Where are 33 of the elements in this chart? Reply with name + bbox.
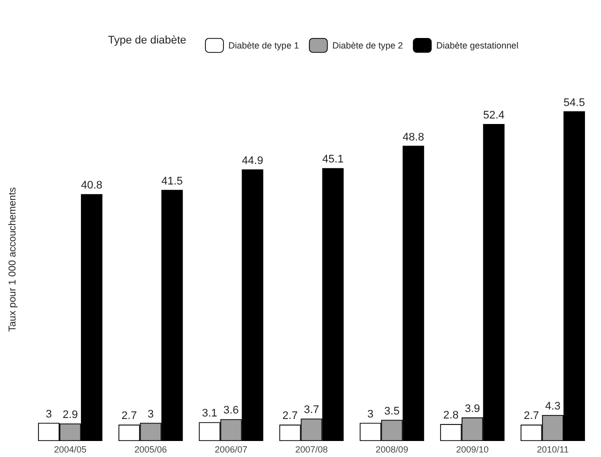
data-label: 3.9 bbox=[464, 402, 480, 415]
data-label: 3.6 bbox=[223, 404, 239, 417]
data-label: 44.9 bbox=[242, 154, 264, 167]
data-label: 3.1 bbox=[202, 408, 218, 420]
x-tick-label: 2008/09 bbox=[376, 444, 408, 454]
data-label: 3 bbox=[148, 408, 154, 420]
x-tick-label: 2010/11 bbox=[536, 444, 569, 454]
data-label: 3 bbox=[367, 408, 374, 420]
data-label: 2.7 bbox=[122, 410, 137, 422]
data-label: 48.8 bbox=[402, 131, 424, 144]
data-label: 41.5 bbox=[161, 175, 183, 188]
x-tick-label: 2009/10 bbox=[456, 444, 489, 454]
data-label: 3.5 bbox=[384, 405, 400, 418]
data-label: 2.8 bbox=[443, 410, 459, 422]
legend-label: Diabète de type 2 bbox=[332, 40, 403, 50]
legend-title: Type de diabète bbox=[108, 34, 186, 46]
legend-label: Diabète gestationnel bbox=[436, 40, 518, 50]
data-label: 54.5 bbox=[564, 96, 585, 109]
x-tick-label: 2004/05 bbox=[54, 444, 86, 454]
data-label: 2.9 bbox=[62, 408, 78, 421]
x-tick-label: 2007/08 bbox=[295, 444, 328, 454]
data-label: 52.4 bbox=[483, 109, 505, 122]
x-tick-label: 2005/06 bbox=[134, 444, 167, 454]
data-label: 4.3 bbox=[545, 400, 560, 412]
data-label: 40.8 bbox=[80, 180, 102, 192]
data-label: 3.7 bbox=[304, 404, 320, 416]
x-tick-label: 2006/07 bbox=[214, 444, 248, 454]
data-label: 2.7 bbox=[524, 410, 539, 422]
data-label: 3 bbox=[46, 408, 52, 420]
data-label: 2.7 bbox=[282, 410, 298, 422]
data-label: 45.1 bbox=[322, 154, 344, 166]
legend-label: Diabète de type 1 bbox=[228, 40, 299, 50]
y-axis-title: Taux pour 1 000 accouchements bbox=[8, 187, 18, 332]
